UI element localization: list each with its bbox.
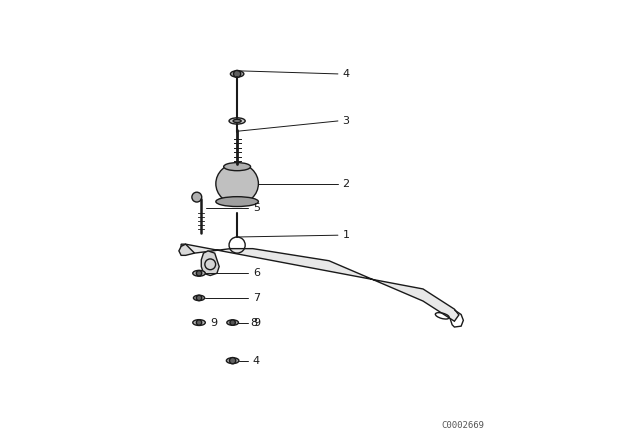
Text: C0002669: C0002669 — [442, 421, 485, 430]
Ellipse shape — [193, 320, 205, 325]
Text: 1: 1 — [342, 230, 349, 240]
Polygon shape — [181, 244, 459, 321]
Ellipse shape — [227, 320, 239, 325]
Circle shape — [230, 320, 236, 325]
Ellipse shape — [216, 164, 259, 204]
Text: 9: 9 — [253, 318, 260, 327]
Ellipse shape — [216, 197, 259, 207]
Polygon shape — [179, 244, 195, 255]
Text: 3: 3 — [342, 116, 349, 126]
Text: 6: 6 — [253, 268, 260, 278]
Ellipse shape — [192, 192, 202, 202]
Ellipse shape — [193, 295, 205, 301]
Circle shape — [234, 70, 241, 78]
Text: 9: 9 — [210, 318, 218, 327]
Text: 4: 4 — [342, 69, 349, 79]
Ellipse shape — [224, 163, 251, 171]
Ellipse shape — [193, 271, 205, 276]
Text: 4: 4 — [253, 356, 260, 366]
Ellipse shape — [230, 71, 244, 77]
Polygon shape — [202, 251, 220, 276]
Text: 7: 7 — [253, 293, 260, 303]
Ellipse shape — [229, 118, 245, 124]
Ellipse shape — [227, 358, 239, 364]
Text: 5: 5 — [253, 203, 260, 213]
Text: 2: 2 — [342, 179, 349, 189]
Ellipse shape — [233, 120, 241, 123]
Circle shape — [196, 295, 202, 301]
Text: 8: 8 — [251, 318, 258, 327]
Circle shape — [196, 320, 202, 325]
Circle shape — [230, 358, 236, 364]
Circle shape — [196, 271, 202, 276]
